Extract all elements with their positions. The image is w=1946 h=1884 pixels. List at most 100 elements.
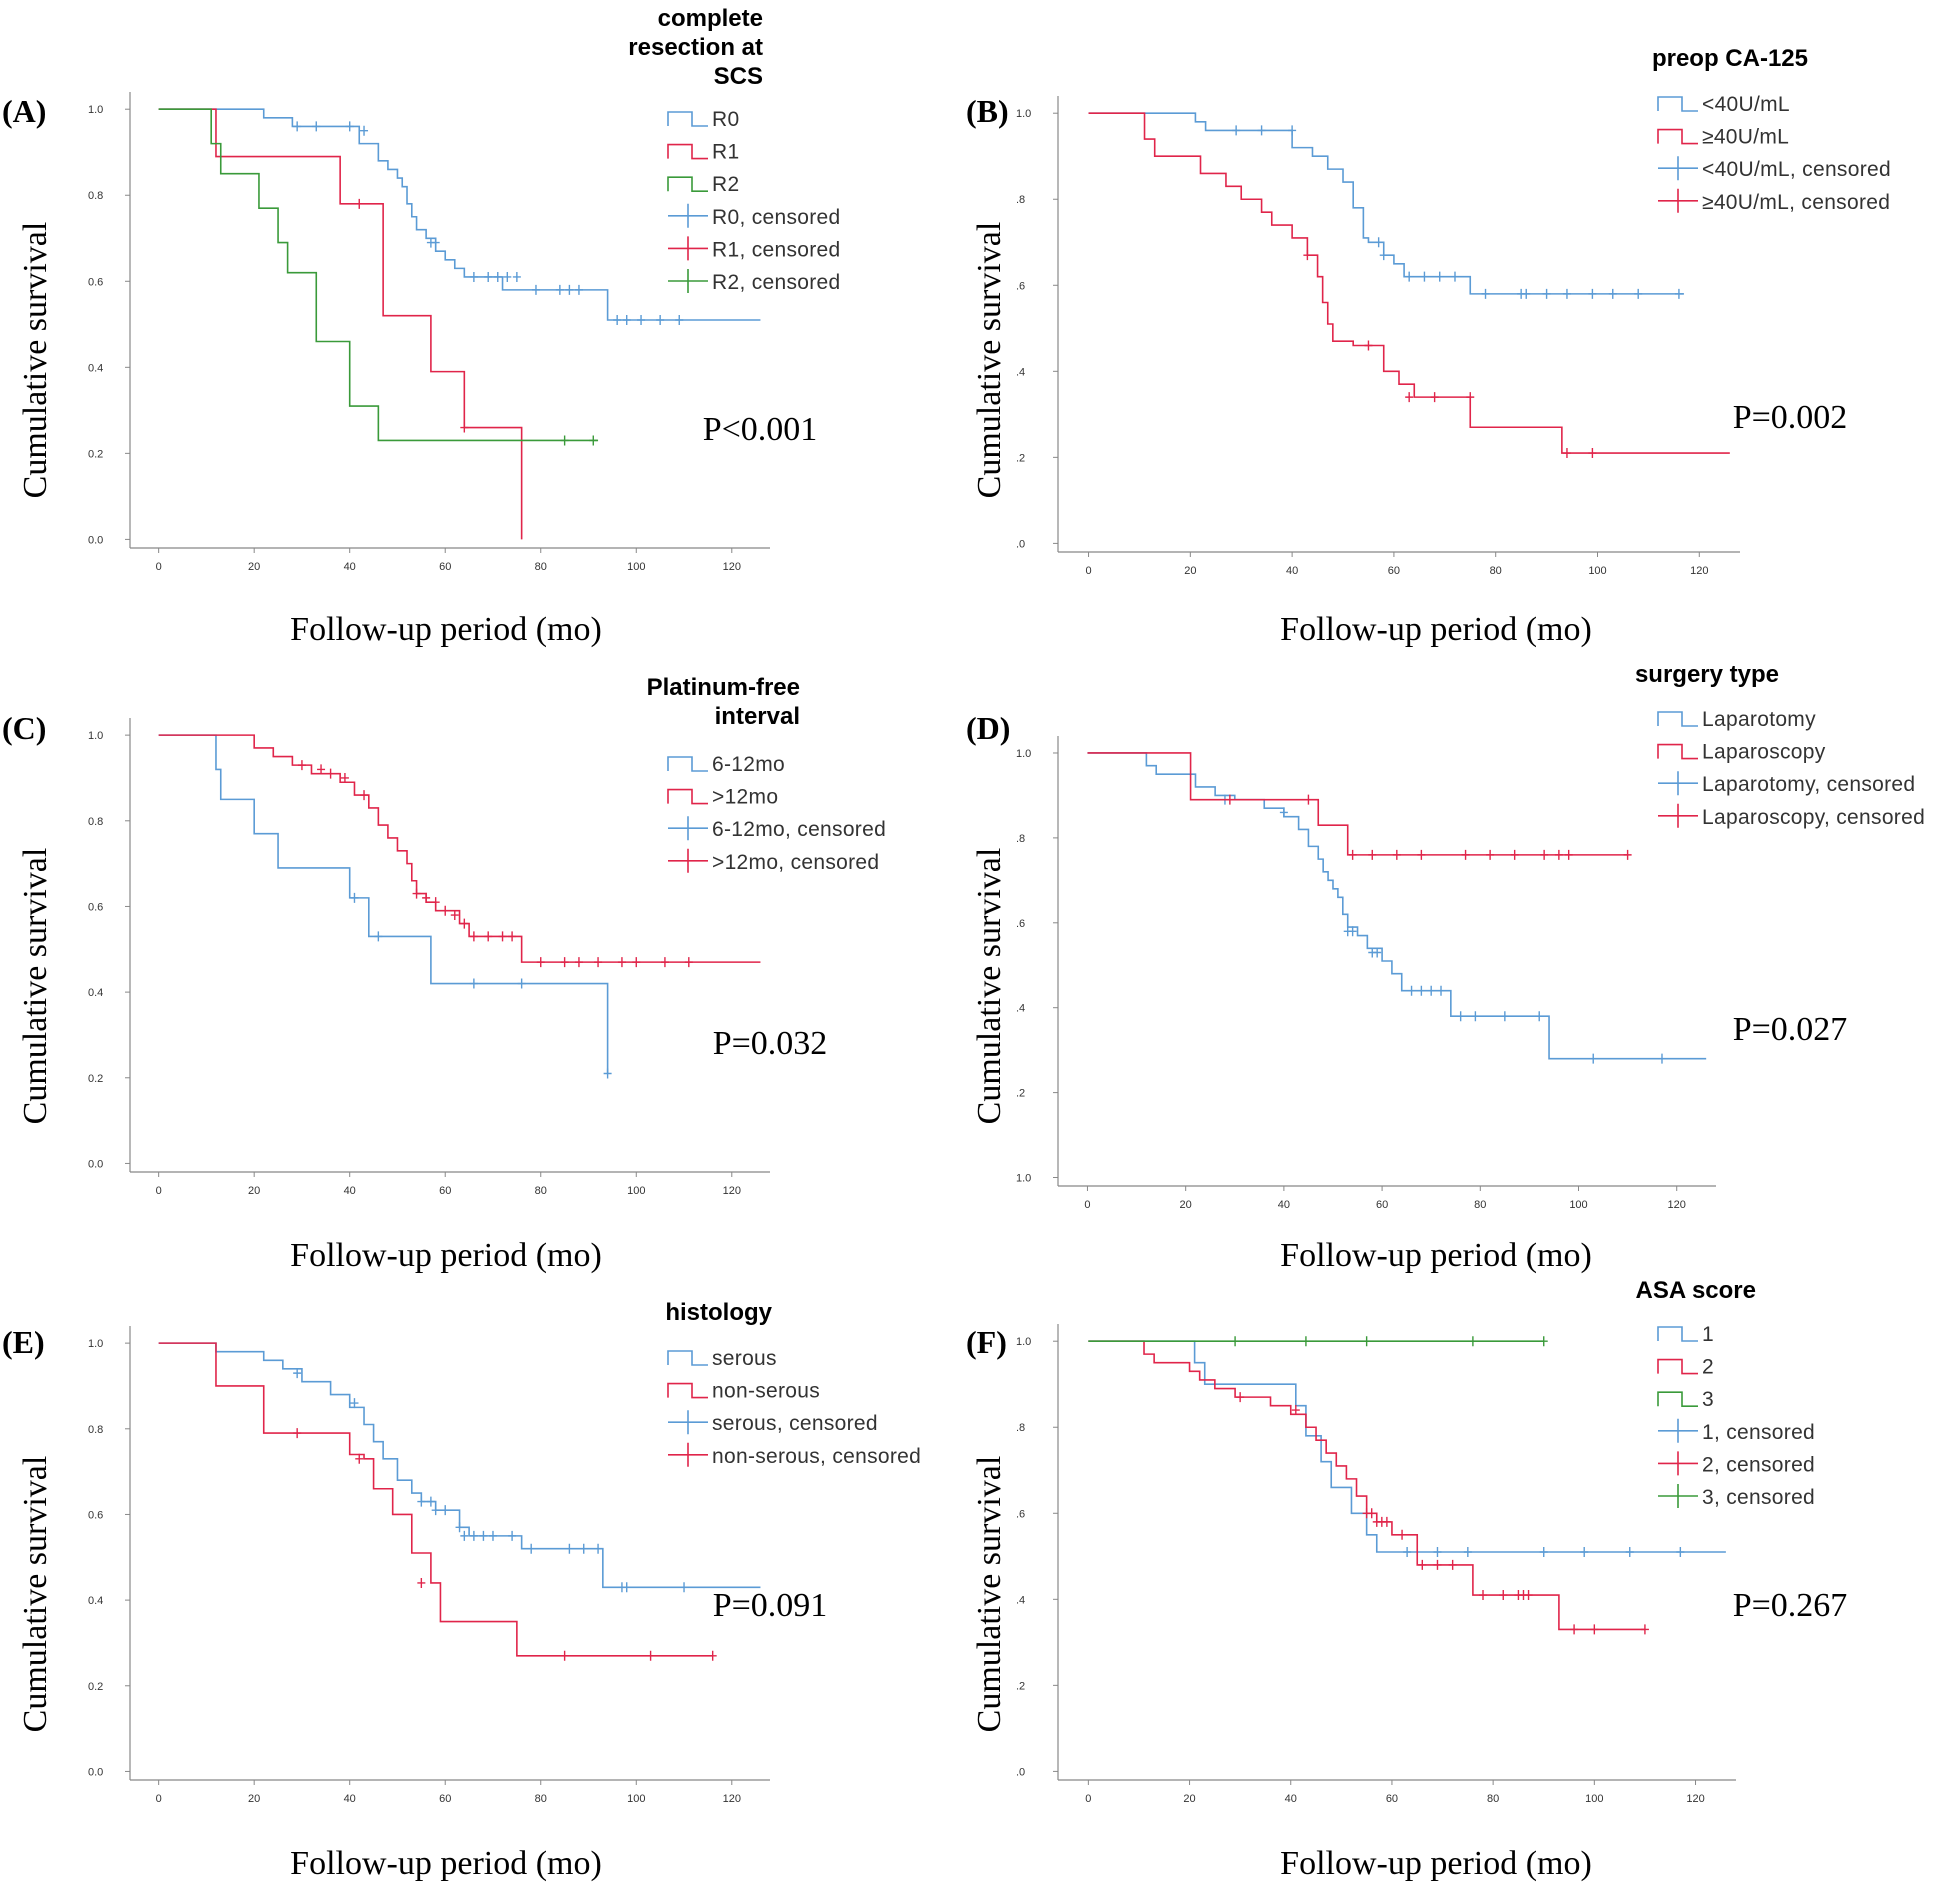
p-value: P=0.002 (1733, 399, 1848, 436)
censor-mark (1471, 1011, 1480, 1022)
x-tick-label: 120 (723, 561, 741, 573)
legend-censor-icon (668, 1442, 708, 1467)
series-line-0 (158, 108, 761, 321)
censor-mark (1634, 288, 1643, 299)
y-tick-label: 1.0 (1016, 748, 1031, 760)
censor-mark (1225, 794, 1234, 805)
legend: Laparotomy Laparoscopy Laparotomy, censore… (1657, 708, 1925, 829)
censor-mark (293, 1428, 302, 1439)
panel-title: SCS (714, 63, 763, 90)
legend-censor-icon (1658, 188, 1698, 213)
censor-mark (594, 1543, 603, 1554)
censor-mark (1608, 288, 1617, 299)
legend-step-icon (667, 756, 708, 772)
legend-censor-icon (1658, 803, 1698, 828)
censor-mark (708, 1650, 717, 1661)
censor-mark (1448, 1559, 1457, 1570)
censor-mark (374, 931, 383, 942)
y-tick-label: .8 (1016, 833, 1025, 845)
x-axis-label: Follow-up period (mo) (1280, 1237, 1592, 1274)
censor-mark (508, 1530, 517, 1541)
y-tick-label: 0.0 (88, 1766, 103, 1778)
x-tick-label: 20 (1180, 1199, 1192, 1211)
legend-censor-icon (1658, 771, 1698, 796)
censor-mark (293, 1368, 302, 1379)
legend-label: R1 (712, 141, 739, 164)
censor-mark (317, 764, 326, 775)
censor-mark (527, 1543, 536, 1554)
x-tick-label: 0 (156, 561, 162, 573)
censor-mark (1588, 288, 1597, 299)
x-tick-label: 0 (1084, 1199, 1090, 1211)
x-tick-label: 80 (1487, 1793, 1499, 1805)
y-tick-label: 1.0 (1016, 1336, 1031, 1348)
legend-label: R2, censored (712, 271, 841, 294)
censor-mark (1427, 985, 1436, 996)
legend-label: serous (712, 1347, 777, 1370)
censor-mark (431, 237, 440, 248)
censor-mark (360, 790, 369, 801)
x-tick-label: 40 (344, 1185, 356, 1197)
x-tick-label: 60 (439, 1793, 451, 1805)
x-tick-label: 60 (439, 561, 451, 573)
legend-label: 2, censored (1702, 1453, 1815, 1476)
censor-mark (560, 957, 569, 968)
legend-label: >12mo, censored (712, 851, 879, 874)
panel-title: surgery type (1635, 661, 1779, 688)
censor-mark (355, 198, 364, 209)
censor-mark (426, 1496, 435, 1507)
y-tick-label: .8 (1016, 194, 1025, 206)
p-value: P=0.032 (713, 1025, 828, 1062)
censor-mark (1539, 1547, 1548, 1557)
panel-title: interval (715, 703, 800, 730)
legend-step-icon (667, 788, 708, 805)
y-tick-label: .0 (1016, 1766, 1025, 1778)
panel-label: (A) (2, 93, 46, 129)
y-tick-label: .4 (1016, 1594, 1025, 1606)
x-tick-label: 60 (1388, 565, 1400, 577)
legend-censor-icon (1658, 1484, 1698, 1508)
legend-label: 1, censored (1702, 1421, 1815, 1444)
x-tick-label: 80 (1490, 565, 1502, 577)
y-tick-label: 0.0 (88, 1158, 103, 1170)
censor-mark (684, 957, 693, 968)
y-tick-label: 0.4 (88, 1595, 103, 1607)
censor-mark (517, 978, 526, 989)
censor-mark (1364, 340, 1373, 351)
censor-mark (469, 931, 478, 942)
series-line-2 (158, 108, 599, 442)
x-tick-label: 20 (1183, 1793, 1195, 1805)
censor-mark (412, 888, 421, 899)
censor-mark (431, 1505, 440, 1516)
legend-label: R0, censored (712, 206, 841, 229)
censor-mark (1542, 288, 1551, 299)
legend-step-icon (1657, 743, 1698, 760)
legend-label: <40U/mL, censored (1702, 158, 1891, 181)
censor-mark (1466, 392, 1475, 403)
y-tick-label: 0.2 (88, 448, 103, 460)
censor-mark (1676, 1547, 1685, 1557)
legend-label: 6-12mo (712, 753, 785, 776)
panel-a: 0 20 40 60 80 100 120 0.0 0.2 0.4 0.6 0.8 1.0 complet… (2, 5, 841, 648)
legend-step-icon (1657, 1358, 1698, 1375)
censor-mark (1382, 1516, 1391, 1527)
censor-mark (1456, 1011, 1465, 1022)
censor-mark (455, 1522, 464, 1533)
censor-mark (1288, 125, 1297, 136)
x-tick-label: 60 (1386, 1793, 1398, 1805)
panel-title: Platinum-free (647, 674, 800, 701)
series-line-1 (1088, 112, 1730, 454)
panel-title: complete (658, 5, 763, 32)
censor-mark (469, 1530, 478, 1541)
legend-label: 3, censored (1702, 1486, 1815, 1509)
x-axis-label: Follow-up period (mo) (290, 1237, 602, 1274)
x-tick-label: 120 (1690, 565, 1708, 577)
x-tick-label: 80 (535, 1185, 547, 1197)
legend-censor-icon (668, 203, 708, 228)
censor-mark (1279, 807, 1288, 818)
legend-step-icon (667, 176, 708, 192)
p-value: P=0.027 (1733, 1011, 1848, 1048)
censor-mark (632, 957, 641, 968)
censor-mark (345, 121, 354, 132)
legend-label: ≥40U/mL (1702, 126, 1789, 149)
